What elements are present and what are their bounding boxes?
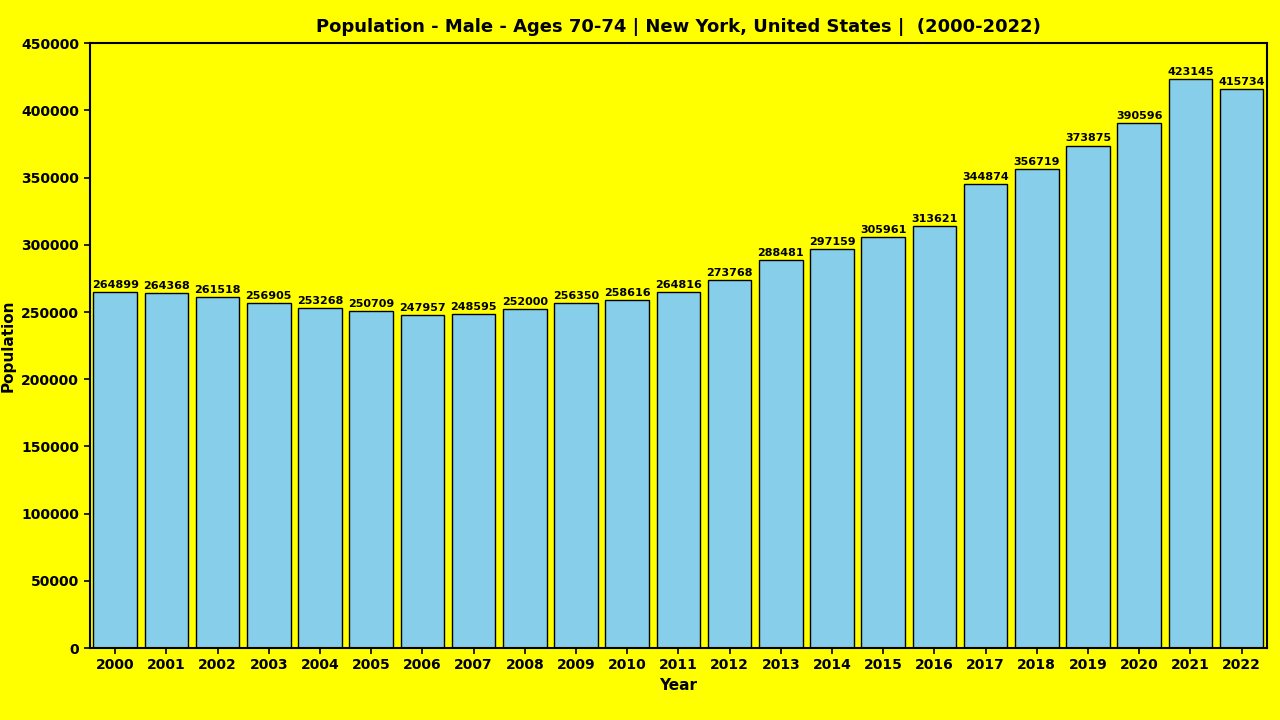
Text: 258616: 258616 [604, 289, 650, 298]
Text: 288481: 288481 [758, 248, 804, 258]
Text: 344874: 344874 [963, 173, 1009, 182]
Bar [810, 248, 854, 648]
Bar [401, 315, 444, 648]
Text: 252000: 252000 [502, 297, 548, 307]
Bar [708, 280, 751, 648]
Bar [1169, 79, 1212, 648]
Bar [196, 297, 239, 648]
Bar [605, 300, 649, 648]
Bar [452, 314, 495, 648]
Text: 248595: 248595 [451, 302, 497, 312]
Text: 261518: 261518 [195, 284, 241, 294]
Text: 415734: 415734 [1219, 77, 1265, 87]
Bar [1220, 89, 1263, 648]
Bar [657, 292, 700, 648]
Bar [913, 227, 956, 648]
Bar [759, 261, 803, 648]
Bar [247, 302, 291, 648]
Text: 313621: 313621 [911, 215, 957, 225]
Text: 264816: 264816 [655, 280, 701, 290]
Bar [1066, 145, 1110, 648]
Text: 305961: 305961 [860, 225, 906, 235]
Text: 297159: 297159 [809, 237, 855, 247]
Bar [554, 303, 598, 648]
Text: 390596: 390596 [1116, 111, 1162, 121]
Bar [1117, 123, 1161, 648]
Bar [964, 184, 1007, 648]
Bar [145, 293, 188, 648]
Bar [298, 307, 342, 648]
Y-axis label: Population: Population [0, 300, 15, 392]
Text: 373875: 373875 [1065, 133, 1111, 143]
X-axis label: Year: Year [659, 678, 698, 693]
Bar [93, 292, 137, 648]
Text: 253268: 253268 [297, 296, 343, 305]
Bar [1015, 168, 1059, 648]
Text: 256350: 256350 [553, 292, 599, 302]
Text: 264368: 264368 [143, 281, 189, 291]
Bar [349, 311, 393, 648]
Bar [861, 237, 905, 648]
Text: 356719: 356719 [1014, 156, 1060, 166]
Text: 250709: 250709 [348, 299, 394, 309]
Text: 247957: 247957 [399, 302, 445, 312]
Text: 264899: 264899 [92, 280, 138, 290]
Text: 423145: 423145 [1167, 67, 1213, 77]
Title: Population - Male - Ages 70-74 | New York, United States |  (2000-2022): Population - Male - Ages 70-74 | New Yor… [316, 18, 1041, 36]
Bar [503, 310, 547, 648]
Text: 273768: 273768 [707, 268, 753, 278]
Text: 256905: 256905 [246, 291, 292, 301]
